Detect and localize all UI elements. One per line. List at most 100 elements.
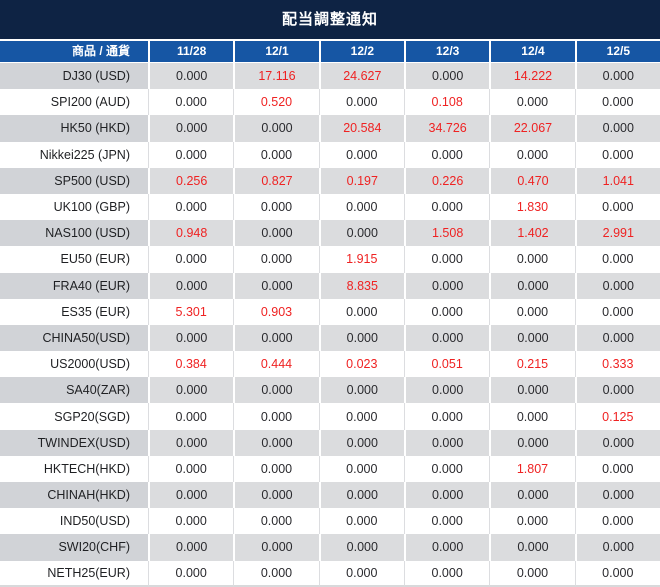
table-row: FRA40 (EUR) 0.000 0.000 8.835 0.000 0.000 0.00… xyxy=(0,272,660,299)
value-cell: 0.023 xyxy=(318,351,404,378)
product-label: UK100 (GBP) xyxy=(0,193,148,221)
value-cell: 0.000 xyxy=(574,455,660,482)
value-cell: 0.000 xyxy=(489,429,575,456)
value-cell: 0.108 xyxy=(403,89,490,116)
product-label: CHINA50(USD) xyxy=(0,324,148,352)
value-cell: 0.000 xyxy=(233,482,319,509)
product-label: US2000(USD) xyxy=(0,351,148,378)
value-cell: 0.000 xyxy=(148,246,234,273)
value-cell: 0.333 xyxy=(574,351,660,378)
value-cell: 0.000 xyxy=(233,115,319,142)
value-cell: 1.830 xyxy=(489,193,575,221)
value-cell: 0.000 xyxy=(318,298,404,325)
table-row: TWINDEX(USD) 0.000 0.000 0.000 0.000 0.000 0.0… xyxy=(0,429,660,456)
value-cell: 0.000 xyxy=(489,377,575,404)
table-row: NETH25(EUR) 0.000 0.000 0.000 0.000 0.000 0.00… xyxy=(0,560,660,587)
product-label: EU50 (EUR) xyxy=(0,246,148,273)
value-cell: 0.000 xyxy=(148,429,234,456)
table-row: HKTECH(HKD) 0.000 0.000 0.000 0.000 1.807 0.00… xyxy=(0,455,660,482)
header-row: 商品 / 通貨 11/28 12/1 12/2 12/3 12/4 12/5 xyxy=(0,39,660,63)
column-header-date: 12/2 xyxy=(318,39,404,63)
value-cell: 0.215 xyxy=(489,351,575,378)
product-label: SPI200 (AUD) xyxy=(0,89,148,116)
product-label: NETH25(EUR) xyxy=(0,560,148,587)
value-cell: 0.000 xyxy=(148,63,234,90)
value-cell: 0.000 xyxy=(403,272,490,299)
product-label: TWINDEX(USD) xyxy=(0,429,148,456)
value-cell: 0.000 xyxy=(489,534,575,561)
table-row: DJ30 (USD) 0.000 17.116 24.627 0.000 14.222 0.… xyxy=(0,63,660,90)
value-cell: 0.000 xyxy=(489,272,575,299)
product-label: DJ30 (USD) xyxy=(0,63,148,90)
table-row: UK100 (GBP) 0.000 0.000 0.000 0.000 1.830 0.00… xyxy=(0,193,660,221)
value-cell: 0.000 xyxy=(403,403,490,430)
value-cell: 0.000 xyxy=(318,89,404,116)
page-title: 配当調整通知 xyxy=(0,0,660,39)
product-label: HK50 (HKD) xyxy=(0,115,148,142)
value-cell: 1.402 xyxy=(489,220,575,247)
value-cell: 0.000 xyxy=(148,403,234,430)
value-cell: 2.991 xyxy=(574,220,660,247)
table-row: EU50 (EUR) 0.000 0.000 1.915 0.000 0.000 0.000 xyxy=(0,246,660,273)
value-cell: 0.000 xyxy=(318,377,404,404)
value-cell: 0.000 xyxy=(318,403,404,430)
value-cell: 0.000 xyxy=(233,560,319,587)
value-cell: 0.000 xyxy=(318,193,404,221)
value-cell: 0.000 xyxy=(403,482,490,509)
value-cell: 1.041 xyxy=(574,167,660,194)
product-label: SWI20(CHF) xyxy=(0,534,148,561)
value-cell: 0.000 xyxy=(148,193,234,221)
value-cell: 0.948 xyxy=(148,220,234,247)
table-row: ES35 (EUR) 5.301 0.903 0.000 0.000 0.000 0.000 xyxy=(0,298,660,325)
value-cell: 1.807 xyxy=(489,455,575,482)
value-cell: 0.000 xyxy=(148,377,234,404)
value-cell: 0.000 xyxy=(574,246,660,273)
table-row: NAS100 (USD) 0.948 0.000 0.000 1.508 1.402 2.9… xyxy=(0,220,660,247)
column-header-date: 12/3 xyxy=(403,39,490,63)
value-cell: 0.000 xyxy=(574,141,660,168)
value-cell: 8.835 xyxy=(318,272,404,299)
table-row: CHINA50(USD) 0.000 0.000 0.000 0.000 0.000 0.0… xyxy=(0,324,660,352)
value-cell: 0.197 xyxy=(318,167,404,194)
value-cell: 5.301 xyxy=(148,298,234,325)
value-cell: 0.000 xyxy=(574,89,660,116)
value-cell: 0.000 xyxy=(403,324,490,352)
value-cell: 0.384 xyxy=(148,351,234,378)
value-cell: 0.000 xyxy=(318,560,404,587)
value-cell: 0.000 xyxy=(403,246,490,273)
value-cell: 0.000 xyxy=(489,403,575,430)
value-cell: 0.000 xyxy=(148,89,234,116)
product-label: Nikkei225 (JPN) xyxy=(0,141,148,168)
value-cell: 0.000 xyxy=(489,560,575,587)
table-row: SWI20(CHF) 0.000 0.000 0.000 0.000 0.000 0.000 xyxy=(0,534,660,561)
value-cell: 0.000 xyxy=(318,508,404,535)
value-cell: 0.000 xyxy=(403,298,490,325)
product-label: IND50(USD) xyxy=(0,508,148,535)
value-cell: 0.000 xyxy=(403,377,490,404)
value-cell: 17.116 xyxy=(233,63,319,90)
value-cell: 0.000 xyxy=(489,298,575,325)
value-cell: 22.067 xyxy=(489,115,575,142)
value-cell: 0.226 xyxy=(403,167,490,194)
value-cell: 0.000 xyxy=(574,193,660,221)
value-cell: 0.520 xyxy=(233,89,319,116)
table-row: SP500 (USD) 0.256 0.827 0.197 0.226 0.470 1.04… xyxy=(0,167,660,194)
value-cell: 0.000 xyxy=(489,324,575,352)
value-cell: 0.000 xyxy=(574,324,660,352)
value-cell: 0.000 xyxy=(148,455,234,482)
value-cell: 0.000 xyxy=(233,534,319,561)
value-cell: 0.000 xyxy=(318,534,404,561)
value-cell: 0.000 xyxy=(148,482,234,509)
product-label: FRA40 (EUR) xyxy=(0,272,148,299)
product-label: SGP20(SGD) xyxy=(0,403,148,430)
column-header-date: 12/5 xyxy=(574,39,660,63)
table-row: SA40(ZAR) 0.000 0.000 0.000 0.000 0.000 0.000 xyxy=(0,377,660,404)
column-header-date: 11/28 xyxy=(148,39,234,63)
value-cell: 0.000 xyxy=(489,508,575,535)
value-cell: 0.000 xyxy=(318,429,404,456)
value-cell: 0.000 xyxy=(403,455,490,482)
column-header-product: 商品 / 通貨 xyxy=(0,39,148,63)
value-cell: 0.000 xyxy=(574,298,660,325)
value-cell: 0.000 xyxy=(233,377,319,404)
